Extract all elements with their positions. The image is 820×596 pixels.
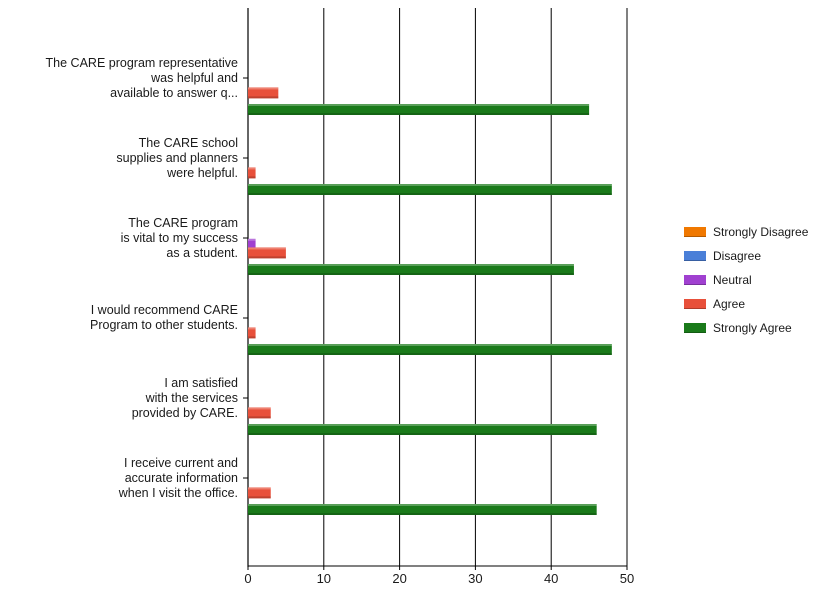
bar — [248, 327, 256, 339]
legend-label: Strongly Disagree — [713, 225, 809, 239]
legend-swatch — [684, 275, 706, 285]
legend-label: Disagree — [713, 249, 762, 263]
legend-item: Disagree — [684, 244, 808, 268]
x-tick-label: 10 — [317, 571, 331, 586]
legend-label: Strongly Agree — [713, 321, 792, 335]
category-label-line: were helpful. — [167, 165, 238, 180]
category-label-line: accurate information — [124, 470, 238, 485]
bar-shadow — [248, 416, 271, 419]
category-label-line: as a student. — [166, 245, 238, 260]
bar-shadow — [248, 353, 612, 355]
bar — [248, 238, 256, 250]
bar — [248, 104, 590, 115]
bar-shadow — [248, 513, 597, 515]
bar-highlight — [248, 104, 590, 106]
category-label-line: available to answer q... — [110, 85, 238, 100]
category-label-line: I would recommend CARE — [90, 303, 238, 317]
legend: Strongly Disagree Disagree Neutral Agree Str… — [684, 220, 808, 340]
bar — [248, 247, 286, 259]
bar-highlight — [248, 407, 271, 410]
legend-item: Neutral — [684, 268, 808, 292]
bar — [248, 344, 612, 355]
bar-shadow — [248, 336, 256, 339]
x-tick-label: 20 — [392, 571, 406, 586]
category-label-line: with the services — [145, 390, 238, 405]
bar-shadow — [248, 113, 590, 115]
category-label-line: The CARE school — [138, 135, 238, 150]
bar-highlight — [248, 167, 256, 170]
x-tick-label: 50 — [620, 571, 634, 586]
legend-item: Strongly Agree — [684, 316, 808, 340]
bar-highlight — [248, 184, 612, 186]
bar — [248, 184, 612, 195]
bar — [248, 87, 279, 99]
category-label: I receive current and accurate informatio… — [2, 456, 238, 501]
bar-highlight — [248, 487, 271, 490]
category-label-line: when I visit the office. — [118, 485, 238, 500]
bar-highlight — [248, 264, 574, 266]
bar — [248, 487, 271, 499]
bar-shadow — [248, 96, 279, 99]
category-label-line: is vital to my success — [120, 230, 238, 245]
category-label-line: The CARE program — [128, 215, 238, 230]
bar-highlight — [248, 247, 286, 250]
legend-label: Neutral — [713, 273, 752, 287]
category-label-line: Program to other students. — [90, 318, 238, 332]
category-label: The CARE program representative was helpf… — [2, 56, 238, 101]
legend-label: Agree — [713, 297, 746, 311]
x-tick-label: 0 — [244, 571, 251, 586]
legend-item: Strongly Disagree — [684, 220, 808, 244]
bar-shadow — [248, 273, 574, 275]
bar-shadow — [248, 433, 597, 435]
legend-swatch — [684, 299, 706, 309]
bar-highlight — [248, 504, 597, 506]
legend-swatch — [684, 323, 706, 333]
legend-item: Agree — [684, 292, 808, 316]
category-label-line: provided by CARE. — [131, 405, 238, 420]
bar-highlight — [248, 238, 256, 241]
category-label: The CARE school supplies and planners were… — [2, 136, 238, 181]
category-label-line: I am satisfied — [164, 375, 238, 390]
x-tick-label: 30 — [468, 571, 482, 586]
legend-swatch — [684, 227, 706, 237]
bar — [248, 504, 597, 515]
bar-shadow — [248, 193, 612, 195]
category-label: I would recommend CARE Program to other s… — [2, 303, 238, 333]
category-label-line: was helpful and — [151, 70, 238, 85]
bar — [248, 167, 256, 179]
bar-highlight — [248, 87, 279, 90]
bar-shadow — [248, 176, 256, 179]
bar-shadow — [248, 256, 286, 259]
category-label-line: The CARE program representative — [45, 55, 238, 70]
category-label: The CARE program is vital to my success as… — [2, 216, 238, 261]
category-label-line: I receive current and — [124, 455, 238, 470]
category-label-line: supplies and planners — [116, 150, 238, 165]
x-tick-label: 40 — [544, 571, 558, 586]
bar-highlight — [248, 424, 597, 426]
legend-swatch — [684, 251, 706, 261]
bar-highlight — [248, 327, 256, 330]
category-label: I am satisfied with the services provided … — [2, 376, 238, 421]
bar-highlight — [248, 344, 612, 346]
bar — [248, 407, 271, 419]
bar — [248, 264, 574, 275]
bar-shadow — [248, 496, 271, 499]
bar — [248, 424, 597, 435]
